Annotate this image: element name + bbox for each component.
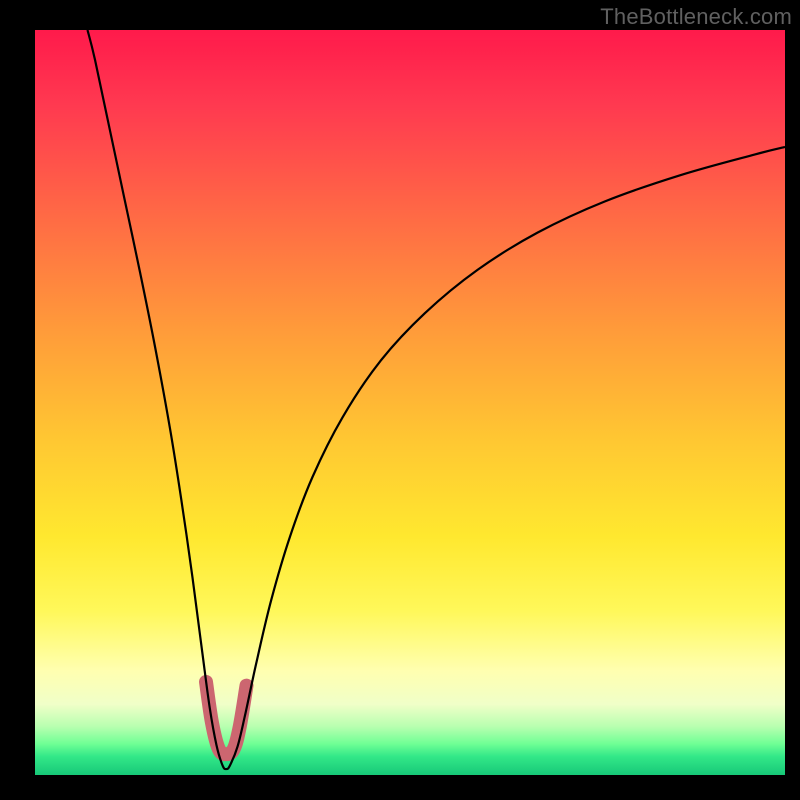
watermark-text: TheBottleneck.com	[600, 4, 792, 30]
bottleneck-curve	[88, 30, 786, 769]
curve-layer	[35, 30, 785, 775]
bottleneck-chart	[35, 30, 785, 775]
